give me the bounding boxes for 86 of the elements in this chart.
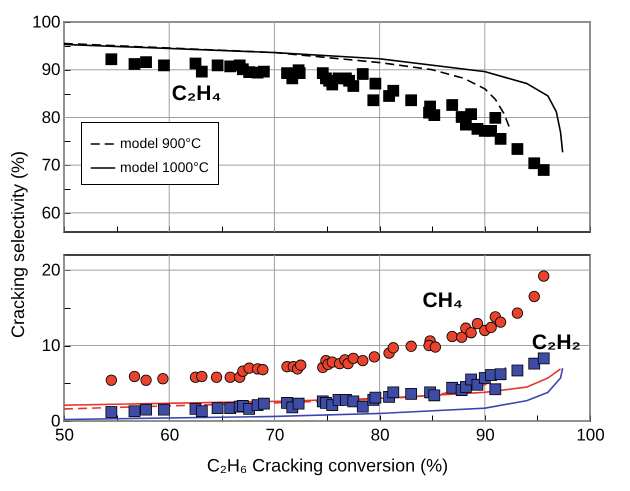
legend-label: model 900°C: [120, 135, 202, 151]
point: [465, 327, 477, 338]
y-tick-label: 100: [32, 12, 60, 32]
point: [465, 108, 477, 120]
x-tick-label: 50: [55, 426, 74, 444]
point: [196, 370, 208, 382]
point: [494, 368, 506, 380]
annotation: C₂H₂: [532, 330, 581, 354]
annotation: CH₄: [422, 288, 463, 312]
point: [357, 355, 368, 366]
point: [212, 60, 224, 72]
y-tick-label: 20: [42, 260, 60, 280]
point: [489, 383, 502, 396]
x-tick-label: 70: [265, 426, 284, 444]
point: [128, 370, 140, 382]
point: [446, 330, 458, 342]
point: [212, 402, 224, 414]
point: [538, 164, 550, 176]
point: [368, 351, 380, 362]
point: [347, 80, 360, 92]
point: [356, 400, 369, 413]
point: [538, 270, 550, 282]
point: [295, 360, 306, 371]
point: [512, 143, 524, 155]
point: [370, 78, 382, 90]
x-tick-label: 80: [370, 426, 390, 444]
x-tick-label: 60: [160, 426, 180, 444]
point: [446, 99, 458, 111]
y-axis-title: Cracking selectivity (%): [8, 150, 28, 338]
y-tick-label: 70: [42, 156, 60, 175]
point: [485, 124, 497, 137]
point: [387, 84, 400, 97]
point: [257, 364, 268, 376]
point: [196, 66, 208, 78]
point: [370, 392, 382, 404]
y-tick-label: 10: [42, 336, 60, 356]
point: [106, 374, 117, 386]
point: [140, 374, 152, 386]
point: [158, 60, 170, 72]
point: [494, 133, 506, 145]
point: [224, 372, 236, 383]
point: [356, 68, 369, 80]
point: [428, 109, 440, 121]
point: [258, 66, 270, 78]
x-tick-label: 90: [476, 426, 495, 444]
point: [456, 332, 468, 343]
legend-label: model 1000°C: [120, 159, 209, 175]
point: [430, 341, 441, 353]
point: [405, 388, 418, 400]
point: [105, 406, 118, 418]
point: [292, 398, 304, 410]
line-series: [63, 367, 564, 420]
point: [485, 322, 497, 334]
annotation: C₂H₄: [172, 82, 222, 106]
point: [428, 389, 440, 402]
x-axis-title: C₂H₆ Cracking conversion (%): [206, 456, 448, 476]
point: [494, 316, 506, 328]
point: [538, 352, 550, 364]
point: [512, 364, 524, 376]
y-tick-label: 80: [42, 108, 60, 127]
point: [140, 404, 152, 416]
point: [128, 405, 140, 418]
point: [347, 396, 360, 408]
point: [512, 307, 524, 319]
point: [388, 342, 399, 354]
point: [405, 94, 418, 106]
point: [406, 340, 417, 352]
point: [387, 386, 400, 398]
point: [105, 53, 118, 66]
point: [489, 112, 502, 124]
point: [258, 398, 270, 410]
x-tick-label: 100: [576, 426, 605, 444]
y-tick-label: 60: [42, 203, 60, 222]
point: [460, 118, 472, 130]
point: [140, 56, 152, 68]
y-tick-label: 90: [42, 60, 60, 80]
point: [128, 58, 140, 70]
point: [157, 373, 169, 384]
point: [528, 290, 540, 302]
point: [158, 404, 170, 416]
point: [210, 372, 222, 383]
point: [472, 318, 484, 330]
point: [348, 352, 359, 364]
line-series: [63, 368, 562, 406]
point: [367, 94, 380, 106]
point: [196, 405, 208, 418]
